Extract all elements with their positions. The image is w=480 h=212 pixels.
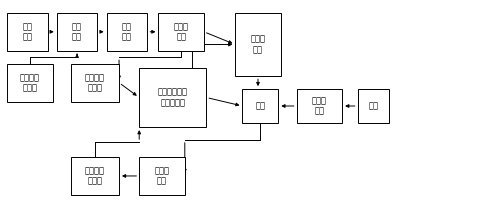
Text: 滤波
电感: 滤波 电感 [122,22,132,42]
FancyBboxPatch shape [139,68,206,127]
FancyBboxPatch shape [71,64,119,102]
Text: 第二断
路器: 第二断 路器 [312,96,327,116]
Text: 电压信号
采集器: 电压信号 采集器 [85,166,105,186]
FancyBboxPatch shape [242,89,278,123]
Text: 电流信号
采集器: 电流信号 采集器 [85,73,105,92]
Text: 光伏
电池: 光伏 电池 [23,22,33,42]
FancyBboxPatch shape [235,13,281,76]
FancyBboxPatch shape [7,64,53,102]
FancyBboxPatch shape [158,13,204,51]
FancyBboxPatch shape [7,13,48,51]
Text: 负载: 负载 [255,102,265,110]
FancyBboxPatch shape [71,157,119,195]
FancyBboxPatch shape [107,13,147,51]
FancyBboxPatch shape [297,89,342,123]
FancyBboxPatch shape [358,89,389,123]
FancyBboxPatch shape [139,157,185,195]
Text: 电网: 电网 [368,102,378,110]
Text: 电压传
感器: 电压传 感器 [155,166,169,186]
Text: 功率
模块: 功率 模块 [72,22,82,42]
Text: 随机序列相关
孤岛检测器: 随机序列相关 孤岛检测器 [158,88,188,107]
FancyBboxPatch shape [57,13,97,51]
Text: 脉冲信号
产生器: 脉冲信号 产生器 [20,73,40,92]
Text: 电流传
感器: 电流传 感器 [174,22,189,42]
Text: 第一断
路器: 第一断 路器 [251,35,265,54]
